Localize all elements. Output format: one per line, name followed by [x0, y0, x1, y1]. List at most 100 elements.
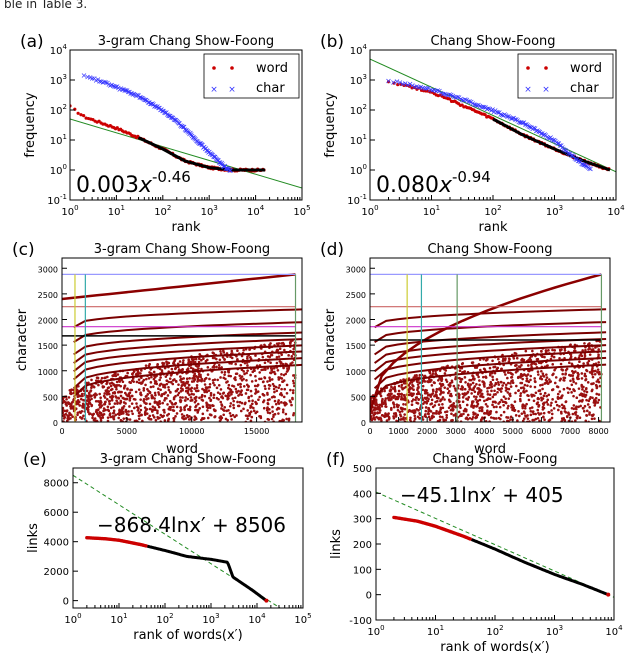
data-point — [157, 405, 161, 409]
data-point — [114, 395, 117, 398]
data-point — [67, 396, 71, 399]
data-point — [257, 398, 260, 401]
data-point — [113, 402, 117, 405]
data-point: × — [427, 86, 434, 95]
data-point — [519, 394, 522, 398]
data-point — [435, 409, 438, 413]
data-point — [77, 393, 80, 397]
data-point: × — [171, 115, 178, 124]
data-point — [153, 379, 157, 383]
data-point: × — [523, 120, 530, 129]
x-tick-label: 103 — [201, 204, 218, 218]
data-point — [181, 387, 184, 391]
data-point — [586, 381, 590, 384]
data-point — [475, 366, 479, 369]
data-point — [466, 413, 470, 417]
data-point — [202, 357, 205, 361]
data-point — [530, 362, 534, 365]
data-point — [521, 373, 525, 377]
data-point — [397, 389, 401, 393]
data-point — [590, 371, 593, 375]
data-point — [208, 382, 212, 386]
data-point: × — [488, 106, 495, 115]
data-point — [246, 357, 249, 360]
data-point — [593, 372, 597, 376]
series-word — [70, 104, 266, 173]
data-point: × — [413, 82, 420, 91]
data-point — [124, 402, 127, 405]
data-point — [430, 398, 434, 402]
data-point — [177, 369, 181, 372]
data-point — [172, 362, 175, 365]
data-point — [392, 81, 396, 85]
data-point — [242, 407, 245, 411]
data-point: × — [165, 111, 172, 120]
data-point — [209, 399, 212, 403]
data-point — [234, 372, 238, 376]
data-point: × — [415, 83, 422, 92]
data-point: × — [197, 139, 204, 148]
data-point — [274, 402, 278, 406]
data-point — [449, 408, 453, 412]
data-point — [416, 383, 420, 386]
data-point — [198, 396, 201, 400]
data-point — [441, 406, 445, 410]
data-point — [505, 419, 509, 422]
data-point — [458, 400, 461, 403]
data-point — [218, 392, 222, 396]
data-point — [225, 352, 229, 355]
data-point — [292, 352, 295, 356]
data-point — [281, 380, 285, 383]
data-point: × — [222, 164, 229, 173]
data-point — [379, 394, 383, 398]
data-point — [215, 365, 218, 369]
data-point — [441, 415, 444, 419]
data-point — [554, 400, 558, 404]
data-point: × — [141, 95, 148, 104]
data-point — [109, 415, 113, 419]
data-point — [581, 398, 584, 402]
data-point: × — [218, 159, 225, 168]
data-point — [574, 419, 577, 422]
data-point — [249, 410, 253, 413]
data-point: × — [227, 166, 234, 175]
data-point: × — [213, 155, 220, 164]
data-point: × — [449, 92, 456, 101]
data-point: × — [223, 164, 230, 173]
data-point — [394, 414, 398, 417]
data-point — [158, 400, 161, 403]
data-point — [236, 349, 239, 353]
data-point — [519, 392, 523, 395]
data-point — [137, 417, 141, 421]
data-point — [400, 409, 404, 413]
data-point: × — [448, 90, 455, 99]
data-point — [423, 391, 427, 395]
data-point — [184, 389, 188, 393]
data-point — [412, 398, 415, 401]
data-point — [516, 419, 519, 422]
data-point — [400, 407, 403, 411]
data-point — [266, 402, 270, 406]
data-point — [473, 390, 477, 394]
header-text: ble in Table 3. — [4, 0, 87, 11]
y-tick-label: 500 — [353, 464, 372, 475]
data-point — [497, 357, 500, 361]
data-point — [240, 375, 244, 378]
data-point: × — [207, 149, 214, 158]
data-point — [174, 415, 177, 418]
data-point — [433, 394, 436, 398]
data-point: × — [158, 105, 165, 114]
series-char: ××××××××××××××××××××××××××××××××××××××××… — [385, 76, 594, 173]
data-point — [265, 408, 269, 412]
data-point — [449, 392, 453, 396]
data-point — [90, 378, 93, 382]
data-point — [545, 373, 548, 376]
data-point — [278, 384, 281, 387]
data-point — [487, 386, 491, 389]
legend-marker-word — [544, 66, 548, 70]
data-point — [581, 349, 584, 352]
data-point — [445, 410, 449, 413]
axes-frame — [375, 467, 615, 621]
data-point — [275, 348, 279, 352]
